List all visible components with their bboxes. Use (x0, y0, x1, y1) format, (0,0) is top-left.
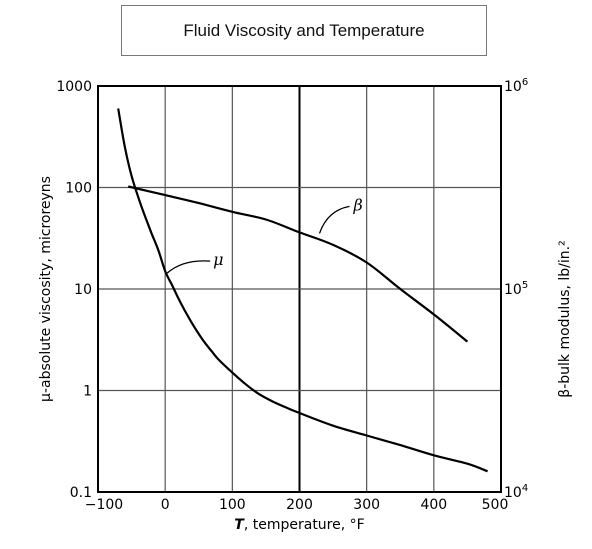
x-tick-label: 400 (420, 497, 447, 513)
x-axis-label-text: , temperature, °F (244, 517, 365, 533)
y2-tick-label: 105 (504, 280, 528, 298)
x-tick-label: 0 (161, 497, 170, 513)
chart-title: Fluid Viscosity and Temperature (121, 5, 487, 56)
y2-tick-label: 104 (504, 483, 528, 501)
x-tick-label: 200 (286, 497, 313, 513)
series-line-beta (127, 185, 469, 343)
y-tick-label: 10 (74, 282, 92, 298)
y-tick-label: 100 (65, 181, 92, 197)
annotations-group: μβ (166, 195, 363, 274)
mu-leader-line (166, 260, 211, 274)
x-axis-label: T, temperature, °F (234, 517, 364, 533)
plot-frame (97, 85, 502, 493)
y-tick-label: 1000 (56, 79, 92, 95)
y-tick-label: 1 (83, 384, 92, 400)
y-axis-label: μ-absolute viscosity, microreyns (38, 176, 54, 402)
beta-annotation: β (353, 195, 363, 214)
y-tick-label: 0.1 (70, 485, 92, 501)
series-line-mu (117, 108, 488, 473)
y2-axis-label: β-bulk modulus, lb/in.² (557, 240, 573, 397)
mu-annotation: μ (213, 250, 223, 269)
x-tick-label: 300 (353, 497, 380, 513)
x-tick-label: 100 (219, 497, 246, 513)
y2-tick-label: 106 (504, 77, 528, 95)
x-tick-label: −100 (85, 497, 123, 513)
beta-leader-line (318, 205, 350, 234)
axis-ticks: −100 0 100 200 300 400 500 0.1 1 10 100 1000 104 105 1… (56, 77, 528, 513)
x-axis-label-symbol: T (234, 517, 245, 533)
series-group (117, 108, 488, 473)
x-tick-label: 500 (482, 497, 509, 513)
grid-lines (98, 86, 501, 492)
